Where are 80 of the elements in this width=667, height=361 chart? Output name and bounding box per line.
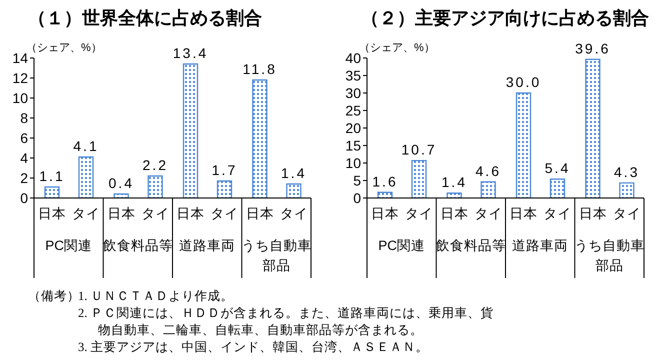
y-tick-label: 2 bbox=[20, 170, 28, 186]
x-tick-label: 飲食料品等 bbox=[102, 238, 173, 253]
y-axis-title: （シェア、%） bbox=[26, 41, 102, 54]
data-label: 1.4 bbox=[442, 174, 467, 190]
bar bbox=[182, 63, 198, 198]
data-label: 2.2 bbox=[142, 157, 168, 173]
series-label: タイ bbox=[72, 206, 100, 221]
y-tick-label: 14 bbox=[12, 50, 28, 66]
bar bbox=[44, 186, 60, 198]
data-label: 30.0 bbox=[506, 74, 542, 90]
bar bbox=[585, 58, 600, 198]
bar bbox=[550, 178, 566, 198]
data-label: 11.8 bbox=[242, 61, 277, 77]
series-label: 日本 bbox=[371, 206, 399, 221]
text: タイ bbox=[280, 206, 308, 221]
data-label: 1.6 bbox=[372, 173, 398, 190]
text: 日本 bbox=[176, 206, 204, 221]
bar bbox=[78, 156, 94, 198]
bar bbox=[411, 160, 427, 198]
text: 日本 bbox=[107, 206, 136, 221]
text: （備考） bbox=[28, 288, 80, 305]
bar bbox=[516, 92, 532, 198]
y-axis-title: （シェア、%） bbox=[359, 41, 435, 54]
y-tick-label: 10 bbox=[345, 154, 362, 171]
text: タイ bbox=[210, 206, 238, 221]
chart-title: （２）主要アジア向けに占める割合 bbox=[361, 7, 649, 30]
bar bbox=[446, 192, 462, 198]
data-label: 0.4 bbox=[108, 175, 134, 191]
text: 1. ＵＮＣＴＡＤより作成。 bbox=[78, 288, 234, 305]
bar bbox=[114, 193, 129, 198]
y-tick-label: 30 bbox=[345, 84, 362, 101]
data-label: 4.3 bbox=[614, 164, 640, 180]
x-tick-label: PC関連 bbox=[45, 238, 92, 253]
data-label: 4.6 bbox=[476, 162, 501, 179]
data-label: 13.4 bbox=[172, 45, 208, 61]
y-tick-label: 0 bbox=[353, 190, 362, 206]
y-tick-label: 10 bbox=[12, 90, 28, 106]
y-tick-label: 0 bbox=[20, 190, 28, 206]
bar bbox=[216, 180, 232, 198]
bar bbox=[619, 182, 634, 198]
bar bbox=[480, 181, 496, 198]
text: 日本 bbox=[578, 206, 607, 221]
y-tick-label: 5 bbox=[353, 172, 362, 188]
y-tick-label: 25 bbox=[345, 102, 362, 118]
x-tick-label: うち自動車部品 bbox=[574, 238, 644, 273]
text: 日本 bbox=[440, 206, 468, 221]
data-label: 1.4 bbox=[281, 165, 306, 181]
bar bbox=[148, 175, 163, 198]
text: タイ bbox=[474, 206, 502, 221]
text: 2. ＰＣ関連には、ＨＤＤが含まれる。また、道路車両には、乗用車、貨物自動車、二輪車、自転車、自動車部品等が含まれる。 bbox=[78, 305, 494, 339]
text: 日本 bbox=[246, 206, 274, 221]
y-tick-label: 8 bbox=[20, 110, 28, 126]
text: タイ bbox=[141, 206, 170, 221]
x-tick-label: PC関連 bbox=[378, 238, 426, 253]
bar bbox=[252, 79, 268, 198]
data-label: 39.6 bbox=[575, 40, 610, 56]
data-label: 4.1 bbox=[73, 138, 99, 154]
y-tick-label: 12 bbox=[12, 70, 28, 86]
data-label: 1.7 bbox=[212, 162, 238, 178]
x-tick-label: 道路車両 bbox=[179, 238, 236, 253]
bar bbox=[286, 183, 302, 198]
data-label: 1.1 bbox=[39, 168, 65, 184]
y-tick-label: 35 bbox=[345, 67, 362, 84]
chart-title: （１）世界全体に占める割合 bbox=[28, 7, 262, 30]
y-tick-label: 20 bbox=[345, 120, 362, 136]
text: 3. 主要アジアは、中国、インド、韓国、台湾、ＡＳＥＡＮ。 bbox=[78, 339, 430, 356]
x-tick-label: 飲食料品等 bbox=[436, 238, 506, 253]
x-tick-label: うち自動車部品 bbox=[241, 238, 312, 273]
series-label: 日本 bbox=[38, 206, 66, 221]
series-label: タイ bbox=[405, 206, 433, 221]
text: 日本 bbox=[510, 206, 538, 221]
y-tick-label: 15 bbox=[345, 137, 362, 154]
x-tick-label: 道路車両 bbox=[512, 238, 568, 253]
data-label: 5.4 bbox=[544, 160, 570, 176]
text: タイ bbox=[612, 206, 641, 221]
y-tick-label: 6 bbox=[20, 130, 28, 146]
data-label: 10.7 bbox=[401, 142, 437, 158]
y-tick-label: 40 bbox=[345, 50, 362, 66]
text: タイ bbox=[544, 206, 572, 221]
y-tick-label: 4 bbox=[20, 150, 28, 166]
